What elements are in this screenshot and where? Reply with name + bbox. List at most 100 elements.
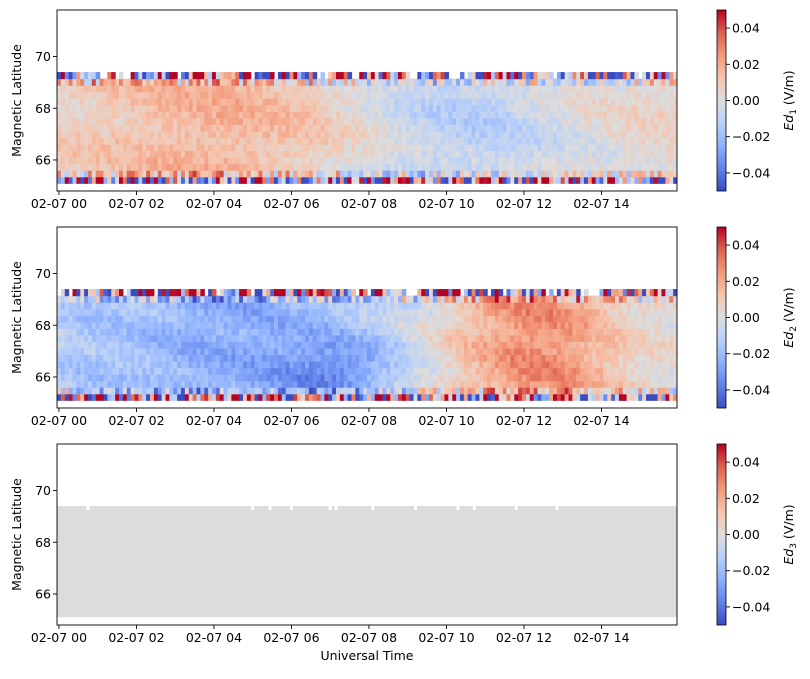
heatmap-cell bbox=[285, 308, 291, 316]
heatmap-cell bbox=[553, 98, 558, 106]
heatmap-cell bbox=[390, 157, 395, 165]
heatmap-cell bbox=[277, 157, 283, 165]
heatmap-cell bbox=[429, 117, 434, 125]
heatmap-cell bbox=[212, 374, 217, 382]
heatmap-cell bbox=[88, 150, 93, 158]
heatmap-cell bbox=[421, 354, 426, 362]
heatmap-cell bbox=[227, 117, 232, 125]
heatmap-cell bbox=[91, 117, 97, 125]
heatmap-cell bbox=[355, 341, 360, 349]
heatmap-cell bbox=[452, 354, 457, 362]
heatmap-cell bbox=[119, 289, 124, 297]
heatmap-cell bbox=[293, 347, 298, 356]
heatmap-cell bbox=[584, 163, 589, 171]
heatmap-cell bbox=[347, 157, 353, 165]
heatmap-cell bbox=[541, 289, 546, 297]
heatmap-cell bbox=[68, 150, 74, 158]
heatmap-cell bbox=[626, 104, 632, 112]
heatmap-cell bbox=[429, 328, 434, 336]
heatmap-cell bbox=[115, 334, 120, 342]
heatmap-cell bbox=[456, 170, 461, 178]
heatmap-cell bbox=[522, 393, 527, 401]
heatmap-cell bbox=[510, 289, 515, 297]
heatmap-cell bbox=[111, 117, 116, 125]
heatmap-cell bbox=[188, 315, 194, 323]
heatmap-cell bbox=[223, 117, 229, 125]
heatmap-cell bbox=[246, 380, 252, 388]
heatmap-cell bbox=[452, 367, 457, 375]
heatmap-cell bbox=[204, 157, 209, 165]
heatmap-cell bbox=[336, 85, 341, 93]
heatmap-cell bbox=[425, 117, 430, 125]
heatmap-cell bbox=[525, 157, 531, 165]
heatmap-cell bbox=[506, 347, 511, 356]
heatmap-cell bbox=[382, 130, 387, 139]
heatmap-cell bbox=[208, 289, 213, 297]
heatmap-cell bbox=[669, 176, 674, 184]
heatmap-cell bbox=[336, 91, 341, 99]
heatmap-cell bbox=[76, 380, 81, 388]
heatmap-cell bbox=[204, 72, 209, 80]
heatmap-cell bbox=[537, 361, 542, 369]
heatmap-cell bbox=[657, 85, 663, 93]
heatmap-cell bbox=[72, 72, 77, 80]
heatmap-cell bbox=[545, 302, 550, 310]
heatmap-cell bbox=[72, 104, 77, 112]
heatmap-cell bbox=[382, 374, 387, 382]
heatmap-cell bbox=[491, 289, 496, 297]
heatmap-cell bbox=[378, 91, 384, 99]
heatmap-cell bbox=[394, 111, 399, 119]
heatmap-cell bbox=[626, 117, 632, 125]
heatmap-cell bbox=[491, 341, 496, 349]
heatmap-cell bbox=[277, 85, 283, 93]
heatmap-cell bbox=[514, 124, 519, 132]
heatmap-cell bbox=[204, 367, 209, 375]
heatmap-cell bbox=[316, 367, 322, 375]
heatmap-cell bbox=[239, 289, 244, 297]
heatmap-cell bbox=[254, 104, 260, 112]
heatmap-cell bbox=[64, 124, 70, 132]
heatmap-cell bbox=[161, 85, 167, 93]
heatmap-cell bbox=[173, 380, 178, 388]
heatmap-cell bbox=[308, 334, 314, 342]
heatmap-cell bbox=[196, 374, 201, 382]
heatmap-cell bbox=[208, 117, 213, 125]
heatmap-cell bbox=[293, 393, 298, 401]
heatmap-cell bbox=[231, 98, 236, 106]
heatmap-cell bbox=[84, 150, 89, 158]
heatmap-cell bbox=[227, 321, 232, 329]
colorbar-tick-label: 0.02 bbox=[732, 57, 760, 72]
heatmap-cell bbox=[367, 85, 372, 93]
heatmap-cell bbox=[549, 295, 554, 303]
heatmap-cell bbox=[161, 163, 167, 171]
heatmap-cell bbox=[177, 170, 182, 178]
heatmap-cell bbox=[219, 104, 225, 112]
heatmap-cell bbox=[405, 374, 411, 382]
heatmap-cell bbox=[669, 157, 674, 165]
heatmap-cell bbox=[266, 91, 271, 99]
heatmap-cell bbox=[386, 367, 391, 375]
heatmap-cell bbox=[246, 295, 252, 303]
heatmap-cell bbox=[177, 374, 182, 382]
heatmap-cell bbox=[204, 302, 209, 310]
heatmap-cell bbox=[494, 393, 500, 401]
heatmap-cell bbox=[157, 85, 163, 93]
heatmap-cell bbox=[529, 137, 535, 145]
heatmap-cell bbox=[436, 308, 442, 316]
heatmap-cell bbox=[405, 72, 411, 80]
heatmap-cell bbox=[223, 163, 229, 171]
heatmap-cell bbox=[95, 302, 101, 310]
heatmap-cell bbox=[541, 393, 546, 401]
heatmap-cell bbox=[188, 104, 194, 112]
heatmap-cell bbox=[200, 78, 205, 86]
heatmap-cell bbox=[161, 289, 167, 297]
heatmap-cell bbox=[456, 354, 461, 362]
heatmap-cell bbox=[541, 361, 546, 369]
heatmap-cell bbox=[258, 170, 263, 178]
heatmap-cell bbox=[196, 85, 201, 93]
heatmap-cell bbox=[452, 163, 457, 171]
heatmap-cell bbox=[99, 367, 105, 375]
heatmap-cell bbox=[460, 130, 465, 139]
heatmap-cell bbox=[68, 361, 74, 369]
heatmap-cell bbox=[475, 163, 480, 171]
